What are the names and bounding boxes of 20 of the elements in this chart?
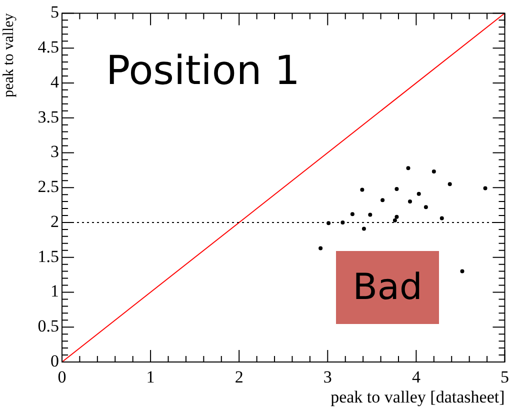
text: Position 1 [106, 48, 300, 94]
y-tick-label: 0 [50, 351, 59, 370]
y-tick-label: 1 [50, 282, 59, 301]
y-tick-label: 3 [50, 142, 59, 162]
x-axis-title: peak to valley [datasheet] [330, 387, 505, 406]
annotation: Bad [336, 251, 439, 324]
y-tick-label: 4 [50, 72, 60, 92]
x-tick-label: 4 [412, 368, 421, 387]
y-tick-label: 2.5 [38, 177, 59, 196]
y-tick-label: 3.5 [38, 107, 59, 126]
y-tick-label: 2 [50, 212, 59, 231]
y-tick-label: 5 [50, 2, 59, 22]
x-tick-label: 3 [323, 368, 332, 387]
y-tick-label: 1.5 [38, 246, 59, 266]
y-axis-title: peak to valley [0, 12, 17, 98]
x-tick-label: 1 [146, 368, 155, 387]
x-tick-label: 2 [234, 368, 244, 387]
y-tick-label: 4.5 [38, 38, 59, 57]
x-tick-label: 5 [500, 368, 509, 387]
y-tick-label: 0.5 [38, 316, 59, 336]
